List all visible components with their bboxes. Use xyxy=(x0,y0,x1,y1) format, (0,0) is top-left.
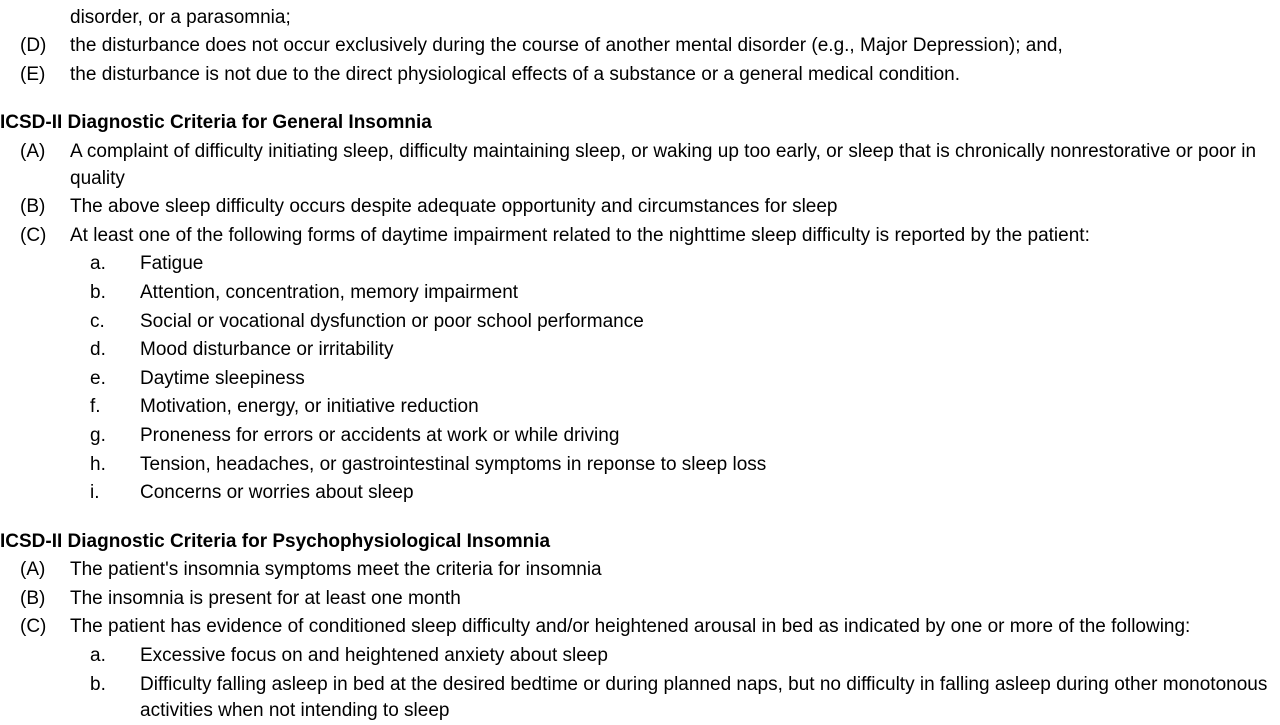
marker: f. xyxy=(70,394,140,421)
item-text: At least one of the following forms of d… xyxy=(70,223,1280,250)
sub-item-i: i. Concerns or worries about sleep xyxy=(70,480,1280,507)
item-text: The patient's insomnia symptoms meet the… xyxy=(70,557,1280,584)
item-text: A complaint of difficulty initiating sle… xyxy=(70,139,1280,192)
criteria-item-c: (C) At least one of the following forms … xyxy=(0,223,1280,250)
psychophysiological-list: (A) The patient's insomnia symptoms meet… xyxy=(0,557,1280,725)
marker: g. xyxy=(70,423,140,450)
item-text: The insomnia is present for at least one… xyxy=(70,586,1280,613)
item-text: Attention, concentration, memory impairm… xyxy=(140,280,1280,307)
item-text: The above sleep difficulty occurs despit… xyxy=(70,194,1280,221)
evidence-sublist: a. Excessive focus on and heightened anx… xyxy=(70,643,1280,725)
item-text: Proneness for errors or accidents at wor… xyxy=(140,423,1280,450)
sub-item-f: f. Motivation, energy, or initiative red… xyxy=(70,394,1280,421)
sub-item-a: a. Fatigue xyxy=(70,251,1280,278)
impairment-sublist: a. Fatigue b. Attention, concentration, … xyxy=(70,251,1280,506)
general-insomnia-list: (A) A complaint of difficulty initiating… xyxy=(0,139,1280,507)
item-text: Social or vocational dysfunction or poor… xyxy=(140,309,1280,336)
section-title-general-insomnia: ICSD-II Diagnostic Criteria for General … xyxy=(0,110,1280,137)
sub-item-g: g. Proneness for errors or accidents at … xyxy=(70,423,1280,450)
marker: e. xyxy=(70,366,140,393)
sub-item-b: b. Difficulty falling asleep in bed at t… xyxy=(70,672,1280,725)
sub-item-d: d. Mood disturbance or irritability xyxy=(70,337,1280,364)
item-text: Fatigue xyxy=(140,251,1280,278)
item-text: the sleep disturbance does not occur exc… xyxy=(70,0,1280,31)
item-text: Mood disturbance or irritability xyxy=(140,337,1280,364)
item-text: Concerns or worries about sleep xyxy=(140,480,1280,507)
marker: i. xyxy=(70,480,140,507)
criteria-item-a: (A) The patient's insomnia symptoms meet… xyxy=(0,557,1280,584)
marker: a. xyxy=(70,643,140,670)
marker: (C) xyxy=(0,0,70,31)
marker: (D) xyxy=(0,33,70,60)
sub-item-h: h. Tension, headaches, or gastrointestin… xyxy=(70,452,1280,479)
item-text: Difficulty falling asleep in bed at the … xyxy=(140,672,1280,725)
marker: c. xyxy=(70,309,140,336)
marker: d. xyxy=(70,337,140,364)
marker: b. xyxy=(70,672,140,725)
criteria-item-c: (C) The patient has evidence of conditio… xyxy=(0,614,1280,641)
item-text: Daytime sleepiness xyxy=(140,366,1280,393)
item-text: Excessive focus on and heightened anxiet… xyxy=(140,643,1280,670)
criteria-item-a: (A) A complaint of difficulty initiating… xyxy=(0,139,1280,192)
item-text: the disturbance does not occur exclusive… xyxy=(70,33,1280,60)
criteria-item-d: (D) the disturbance does not occur exclu… xyxy=(0,33,1280,60)
marker: (E) xyxy=(0,62,70,89)
item-text: the disturbance is not due to the direct… xyxy=(70,62,1280,89)
criteria-item-b: (B) The above sleep difficulty occurs de… xyxy=(0,194,1280,221)
criteria-item-b: (B) The insomnia is present for at least… xyxy=(0,586,1280,613)
criteria-item-e: (E) the disturbance is not due to the di… xyxy=(0,62,1280,89)
sub-item-b: b. Attention, concentration, memory impa… xyxy=(70,280,1280,307)
item-text: The patient has evidence of conditioned … xyxy=(70,614,1280,641)
marker: (C) xyxy=(0,614,70,641)
marker: (B) xyxy=(0,194,70,221)
marker: (A) xyxy=(0,557,70,584)
marker: (B) xyxy=(0,586,70,613)
section-title-psychophysiological: ICSD-II Diagnostic Criteria for Psychoph… xyxy=(0,529,1280,556)
marker: (A) xyxy=(0,139,70,192)
item-text: Tension, headaches, or gastrointestinal … xyxy=(140,452,1280,479)
criteria-item-c: (C) the sleep disturbance does not occur… xyxy=(0,0,1280,31)
top-criteria-list: (C) the sleep disturbance does not occur… xyxy=(0,0,1280,88)
document-content: (C) the sleep disturbance does not occur… xyxy=(0,0,1280,725)
marker: (C) xyxy=(0,223,70,250)
sub-item-e: e. Daytime sleepiness xyxy=(70,366,1280,393)
marker: a. xyxy=(70,251,140,278)
sub-item-c: c. Social or vocational dysfunction or p… xyxy=(70,309,1280,336)
item-text: Motivation, energy, or initiative reduct… xyxy=(140,394,1280,421)
sub-item-a: a. Excessive focus on and heightened anx… xyxy=(70,643,1280,670)
marker: h. xyxy=(70,452,140,479)
marker: b. xyxy=(70,280,140,307)
